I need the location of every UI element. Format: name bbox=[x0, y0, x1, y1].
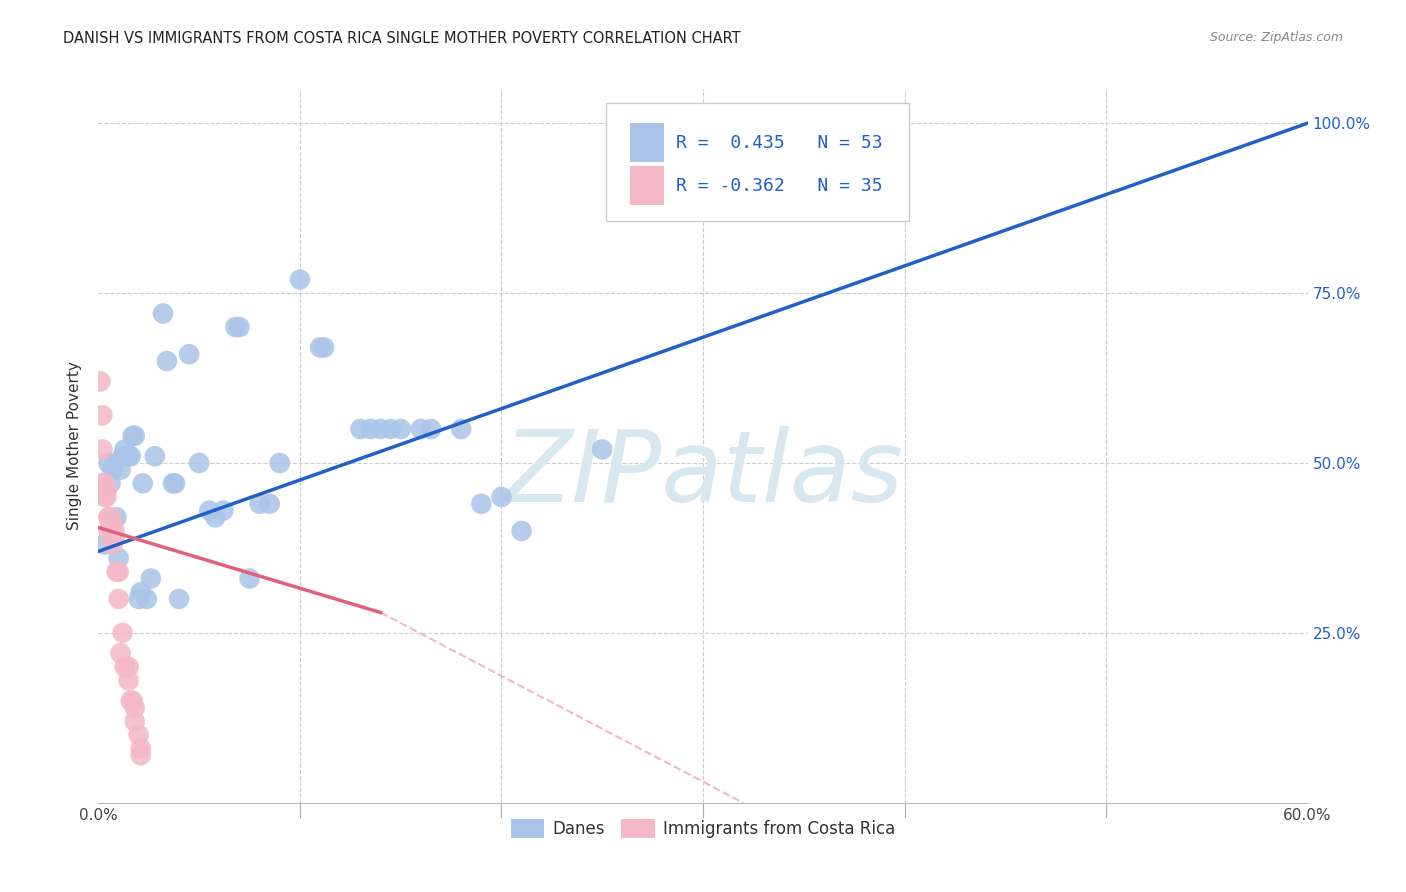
Point bbox=[135, 591, 157, 606]
Point bbox=[349, 422, 371, 436]
Point bbox=[470, 497, 492, 511]
Point bbox=[212, 503, 235, 517]
Point bbox=[118, 449, 141, 463]
Point bbox=[129, 741, 152, 756]
Point bbox=[118, 660, 141, 674]
Point bbox=[309, 341, 332, 355]
Point bbox=[389, 422, 412, 436]
Point bbox=[128, 591, 150, 606]
Point bbox=[97, 510, 120, 524]
Point bbox=[103, 524, 125, 538]
Text: DANISH VS IMMIGRANTS FROM COSTA RICA SINGLE MOTHER POVERTY CORRELATION CHART: DANISH VS IMMIGRANTS FROM COSTA RICA SIN… bbox=[63, 31, 741, 46]
Point bbox=[491, 490, 513, 504]
Point bbox=[631, 116, 654, 130]
Point bbox=[107, 565, 129, 579]
Point bbox=[111, 449, 134, 463]
Point bbox=[110, 463, 132, 477]
Point bbox=[163, 476, 186, 491]
Point bbox=[89, 375, 111, 389]
Point bbox=[101, 463, 124, 477]
Point bbox=[124, 429, 146, 443]
Point bbox=[107, 591, 129, 606]
Point bbox=[143, 449, 166, 463]
Point bbox=[111, 626, 134, 640]
Point bbox=[103, 456, 125, 470]
Point bbox=[314, 341, 336, 355]
Point bbox=[224, 320, 246, 334]
Point bbox=[103, 531, 125, 545]
Point bbox=[120, 449, 142, 463]
Point bbox=[124, 714, 146, 729]
Point bbox=[93, 483, 115, 498]
Point bbox=[259, 497, 281, 511]
Point bbox=[97, 510, 120, 524]
Text: Source: ZipAtlas.com: Source: ZipAtlas.com bbox=[1209, 31, 1343, 45]
Point bbox=[198, 503, 221, 517]
Point bbox=[188, 456, 211, 470]
Point bbox=[120, 694, 142, 708]
Point bbox=[96, 483, 118, 498]
Point bbox=[114, 442, 136, 457]
Point bbox=[420, 422, 443, 436]
Point bbox=[124, 700, 146, 714]
Point bbox=[97, 456, 120, 470]
Point bbox=[105, 565, 128, 579]
FancyBboxPatch shape bbox=[630, 166, 664, 205]
FancyBboxPatch shape bbox=[630, 123, 664, 162]
Point bbox=[93, 490, 115, 504]
Point bbox=[100, 517, 122, 532]
Legend: Danes, Immigrants from Costa Rica: Danes, Immigrants from Costa Rica bbox=[503, 812, 903, 845]
Point bbox=[105, 510, 128, 524]
Point bbox=[101, 517, 124, 532]
Point bbox=[100, 476, 122, 491]
Point bbox=[100, 510, 122, 524]
Point bbox=[121, 429, 143, 443]
Point bbox=[91, 442, 114, 457]
Point bbox=[167, 591, 190, 606]
Point bbox=[239, 572, 262, 586]
Point bbox=[96, 483, 118, 498]
Point bbox=[110, 646, 132, 660]
Point bbox=[114, 660, 136, 674]
Point bbox=[204, 510, 226, 524]
Point bbox=[179, 347, 201, 361]
Point bbox=[249, 497, 271, 511]
Point bbox=[128, 728, 150, 742]
Point bbox=[118, 673, 141, 688]
Point bbox=[129, 748, 152, 763]
Point bbox=[269, 456, 291, 470]
Point bbox=[101, 524, 124, 538]
Point bbox=[591, 442, 613, 457]
Point bbox=[91, 409, 114, 423]
Point bbox=[162, 476, 184, 491]
Point bbox=[228, 320, 250, 334]
Y-axis label: Single Mother Poverty: Single Mother Poverty bbox=[67, 361, 83, 531]
Point bbox=[93, 537, 115, 551]
Point bbox=[409, 422, 432, 436]
Text: ZIPatlas: ZIPatlas bbox=[503, 426, 903, 523]
Point bbox=[360, 422, 382, 436]
Point bbox=[97, 524, 120, 538]
Point bbox=[156, 354, 179, 368]
Point bbox=[91, 476, 114, 491]
FancyBboxPatch shape bbox=[606, 103, 908, 221]
Point bbox=[450, 422, 472, 436]
Point bbox=[96, 490, 118, 504]
Text: R = -0.362   N = 35: R = -0.362 N = 35 bbox=[676, 177, 883, 194]
Point bbox=[132, 476, 155, 491]
Text: R =  0.435   N = 53: R = 0.435 N = 53 bbox=[676, 134, 883, 152]
Point bbox=[93, 476, 115, 491]
Point bbox=[380, 422, 402, 436]
Point bbox=[370, 422, 392, 436]
Point bbox=[121, 694, 143, 708]
Point bbox=[152, 306, 174, 320]
Point bbox=[288, 272, 311, 286]
Point bbox=[510, 524, 533, 538]
Point bbox=[129, 585, 152, 599]
Point bbox=[101, 537, 124, 551]
Point bbox=[115, 449, 138, 463]
Point bbox=[139, 572, 162, 586]
Point bbox=[107, 551, 129, 566]
